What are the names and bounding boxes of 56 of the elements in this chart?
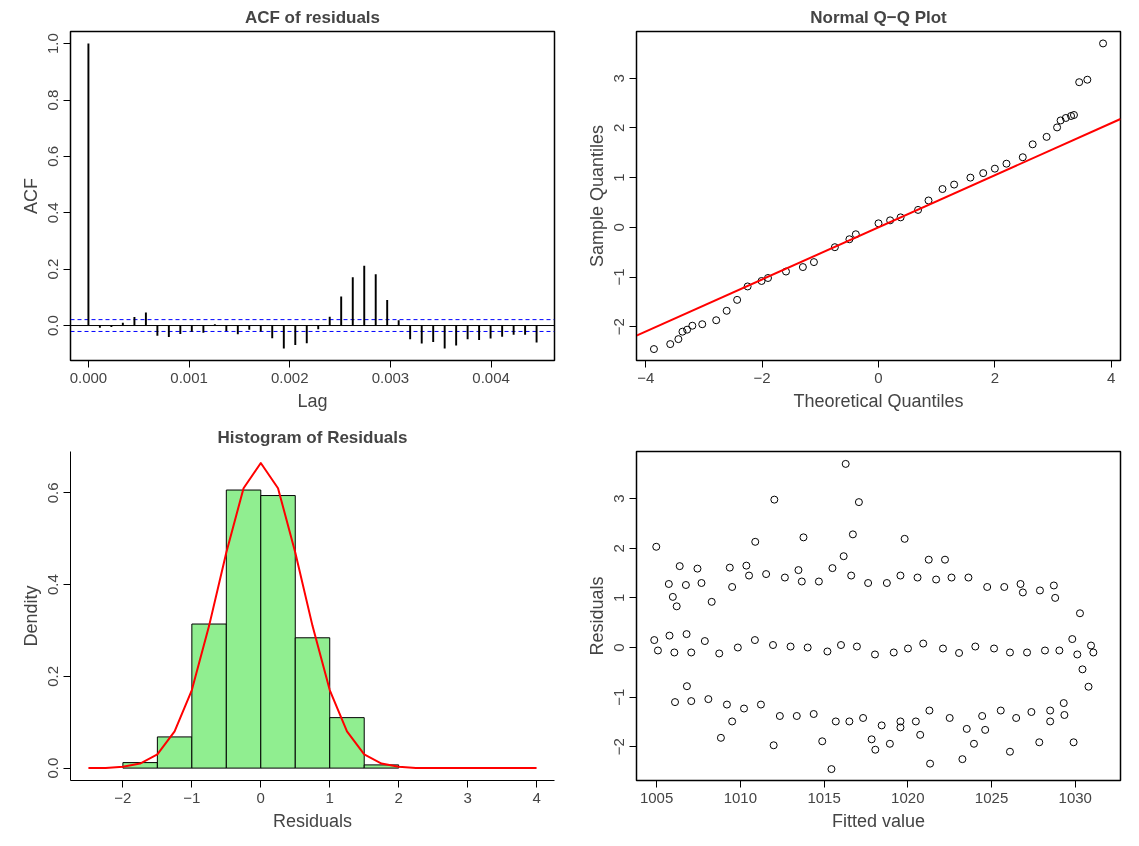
y-tick-label: 1.0 xyxy=(44,33,62,55)
y-tick-label: 0.8 xyxy=(44,89,62,111)
x-tick-label: 1020 xyxy=(891,788,925,806)
y-tick-label: 2 xyxy=(610,544,628,553)
x-tick-label: 0.002 xyxy=(270,368,309,386)
x-tick-label: 1010 xyxy=(723,788,758,806)
y-tick-label: −1 xyxy=(610,688,628,706)
y-tick-label: 3 xyxy=(610,74,628,83)
x-tick-label: 0.003 xyxy=(371,368,410,386)
y-axis-title: Dendity xyxy=(20,585,41,647)
x-tick-label: 0 xyxy=(256,788,265,806)
x-tick-label: 0.004 xyxy=(472,368,510,386)
y-tick-label: 0.2 xyxy=(44,665,62,687)
y-tick-label: 0.2 xyxy=(44,258,62,280)
y-tick-label: 2 xyxy=(610,123,628,133)
chart-title: Histogram of Residuals xyxy=(217,427,408,447)
y-axis-title: Sample Quantiles xyxy=(586,124,607,268)
y-tick-label: 1 xyxy=(610,173,628,182)
x-tick-label: 3 xyxy=(463,788,472,806)
y-tick-label: 0.6 xyxy=(44,482,62,504)
y-tick-label: −2 xyxy=(610,738,628,756)
x-tick-label: 0 xyxy=(874,368,883,386)
y-tick-label: −2 xyxy=(610,318,628,336)
x-axis-title: Lag xyxy=(297,390,328,411)
x-axis-title: Fitted value xyxy=(831,810,926,831)
y-axis-title: Residuals xyxy=(586,576,607,656)
x-tick-label: 1 xyxy=(325,788,334,806)
x-tick-label: −2 xyxy=(114,788,132,806)
y-tick-label: −1 xyxy=(610,268,628,286)
y-tick-label: 0 xyxy=(610,643,628,652)
y-tick-label: 0.0 xyxy=(44,757,62,779)
x-tick-label: 2 xyxy=(990,368,1000,386)
x-tick-label: −1 xyxy=(183,788,201,806)
y-tick-label: 1 xyxy=(610,593,628,603)
x-tick-label: 1015 xyxy=(807,788,841,806)
x-tick-label: 1005 xyxy=(639,788,674,806)
x-axis-title: Residuals xyxy=(272,810,353,831)
y-axis-title: ACF xyxy=(20,178,41,214)
y-tick-label: 0 xyxy=(610,223,628,232)
x-tick-label: 4 xyxy=(1107,368,1116,386)
y-tick-label: 0.0 xyxy=(44,315,62,336)
y-tick-label: 0.6 xyxy=(44,145,62,167)
x-tick-label: 1025 xyxy=(974,788,1009,806)
x-tick-label: −2 xyxy=(753,368,771,386)
x-axis-title: Theoretical Quantiles xyxy=(793,390,964,411)
chart-title: ACF of residuals xyxy=(244,7,381,27)
chart-title: Normal Q−Q Plot xyxy=(810,7,948,27)
y-tick-label: 3 xyxy=(610,494,628,503)
x-tick-label: 4 xyxy=(532,788,541,806)
y-tick-label: 0.4 xyxy=(44,202,62,224)
x-tick-label: 0.000 xyxy=(69,368,108,386)
x-tick-label: 0.001 xyxy=(170,368,208,386)
x-tick-label: 2 xyxy=(394,788,403,806)
x-tick-label: −4 xyxy=(637,368,655,386)
x-tick-label: 1030 xyxy=(1058,788,1092,806)
y-tick-label: 0.4 xyxy=(44,574,62,595)
